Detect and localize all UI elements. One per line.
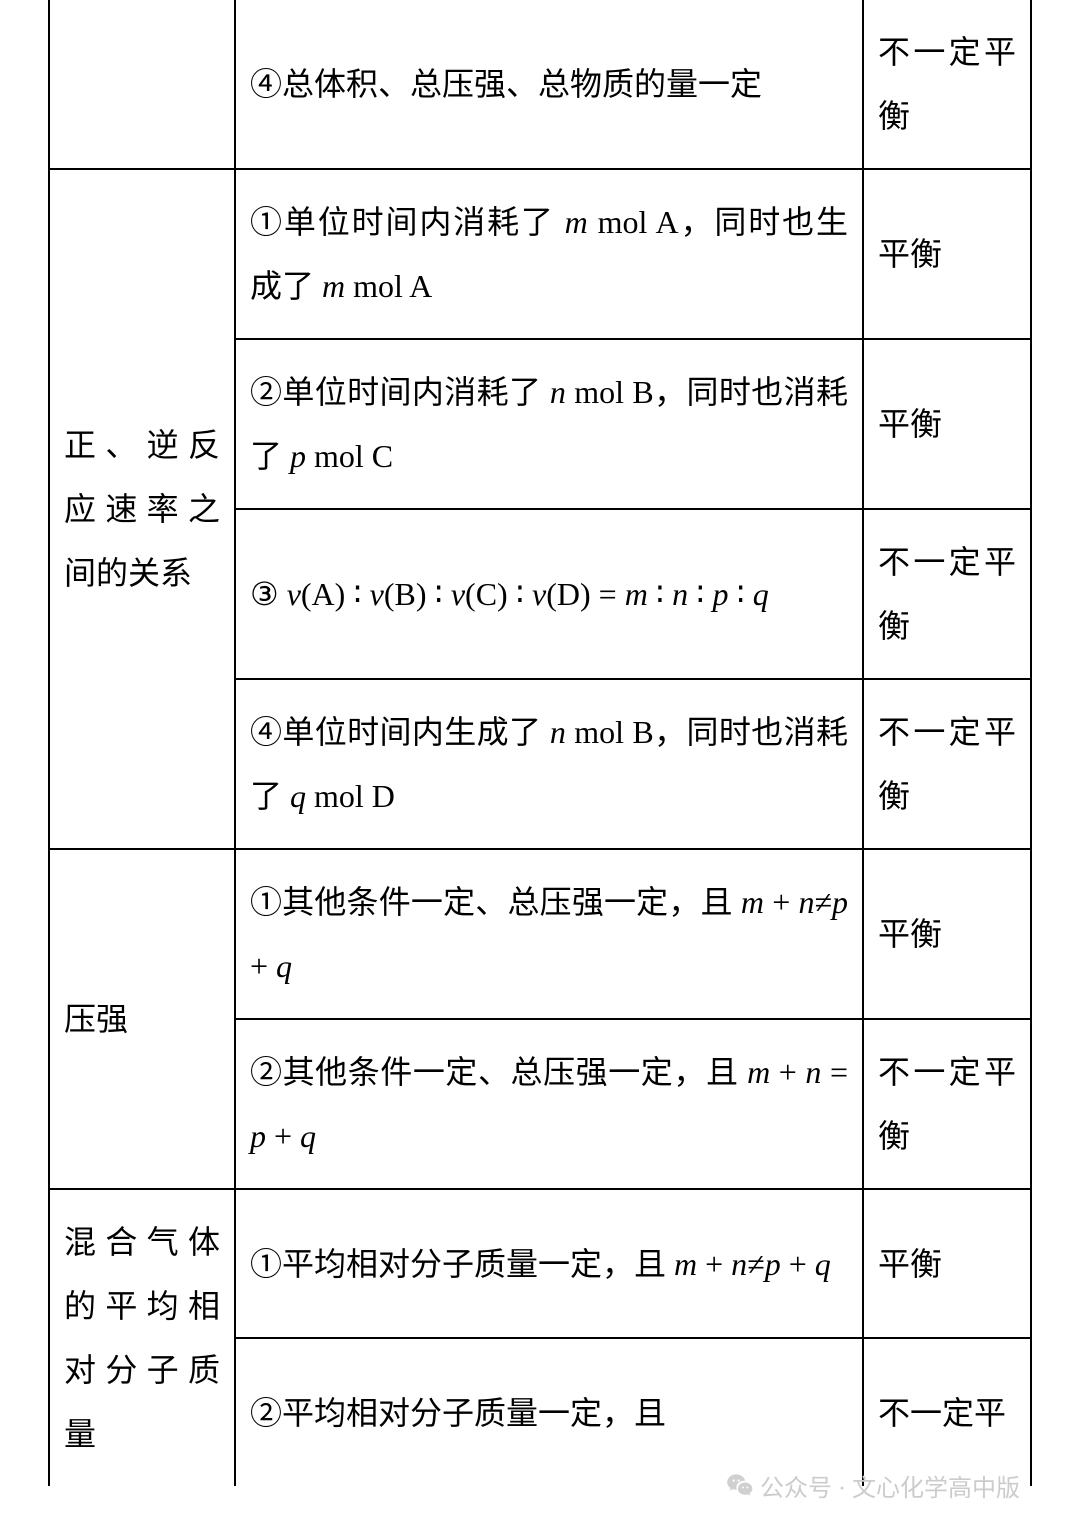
watermark-text: 公众号 · 文心化学高中版 xyxy=(760,1468,1020,1503)
result-cell: 平衡 xyxy=(863,849,1031,1019)
result-cell: 不一定平衡 xyxy=(863,679,1031,849)
table-body: ④总体积、总压强、总物质的量一定不一定平衡正、逆反应速率之间的关系①单位时间内消… xyxy=(49,0,1031,1486)
result-cell: 平衡 xyxy=(863,339,1031,509)
condition-cell: ④总体积、总压强、总物质的量一定 xyxy=(235,0,863,169)
group-cell: 混合气体的平均相对分子质量 xyxy=(49,1189,235,1486)
result-cell: 平衡 xyxy=(863,169,1031,339)
result-cell: 平衡 xyxy=(863,1189,1031,1338)
group-cell: 正、逆反应速率之间的关系 xyxy=(49,169,235,849)
condition-cell: ①平均相对分子质量一定，且 m + n≠p + q xyxy=(235,1189,863,1338)
watermark: 公众号 · 文心化学高中版 xyxy=(726,1468,1020,1503)
table-row: 混合气体的平均相对分子质量①平均相对分子质量一定，且 m + n≠p + q平衡 xyxy=(49,1189,1031,1338)
wechat-icon xyxy=(726,1472,754,1500)
condition-cell: ④单位时间内生成了 n mol B，同时也消耗了 q mol D xyxy=(235,679,863,849)
group-cell xyxy=(49,0,235,169)
condition-cell: ②其他条件一定、总压强一定，且 m + n = p + q xyxy=(235,1019,863,1189)
table-row: ④总体积、总压强、总物质的量一定不一定平衡 xyxy=(49,0,1031,169)
result-cell: 不一定平衡 xyxy=(863,0,1031,169)
table-row: 正、逆反应速率之间的关系①单位时间内消耗了 m mol A，同时也生成了 m m… xyxy=(49,169,1031,339)
condition-cell: ②单位时间内消耗了 n mol B，同时也消耗了 p mol C xyxy=(235,339,863,509)
condition-cell: ③ v(A) ∶ v(B) ∶ v(C) ∶ v(D) = m ∶ n ∶ p … xyxy=(235,509,863,679)
condition-cell: ①其他条件一定、总压强一定，且 m + n≠p + q xyxy=(235,849,863,1019)
condition-cell: ①单位时间内消耗了 m mol A，同时也生成了 m mol A xyxy=(235,169,863,339)
table-row: 压强①其他条件一定、总压强一定，且 m + n≠p + q平衡 xyxy=(49,849,1031,1019)
condition-cell: ②平均相对分子质量一定，且 xyxy=(235,1338,863,1486)
result-cell: 不一定平衡 xyxy=(863,509,1031,679)
result-cell: 不一定平 xyxy=(863,1338,1031,1486)
group-cell: 压强 xyxy=(49,849,235,1189)
equilibrium-table: ④总体积、总压强、总物质的量一定不一定平衡正、逆反应速率之间的关系①单位时间内消… xyxy=(48,0,1032,1486)
result-cell: 不一定平衡 xyxy=(863,1019,1031,1189)
equilibrium-table-container: ④总体积、总压强、总物质的量一定不一定平衡正、逆反应速率之间的关系①单位时间内消… xyxy=(0,0,1080,1486)
